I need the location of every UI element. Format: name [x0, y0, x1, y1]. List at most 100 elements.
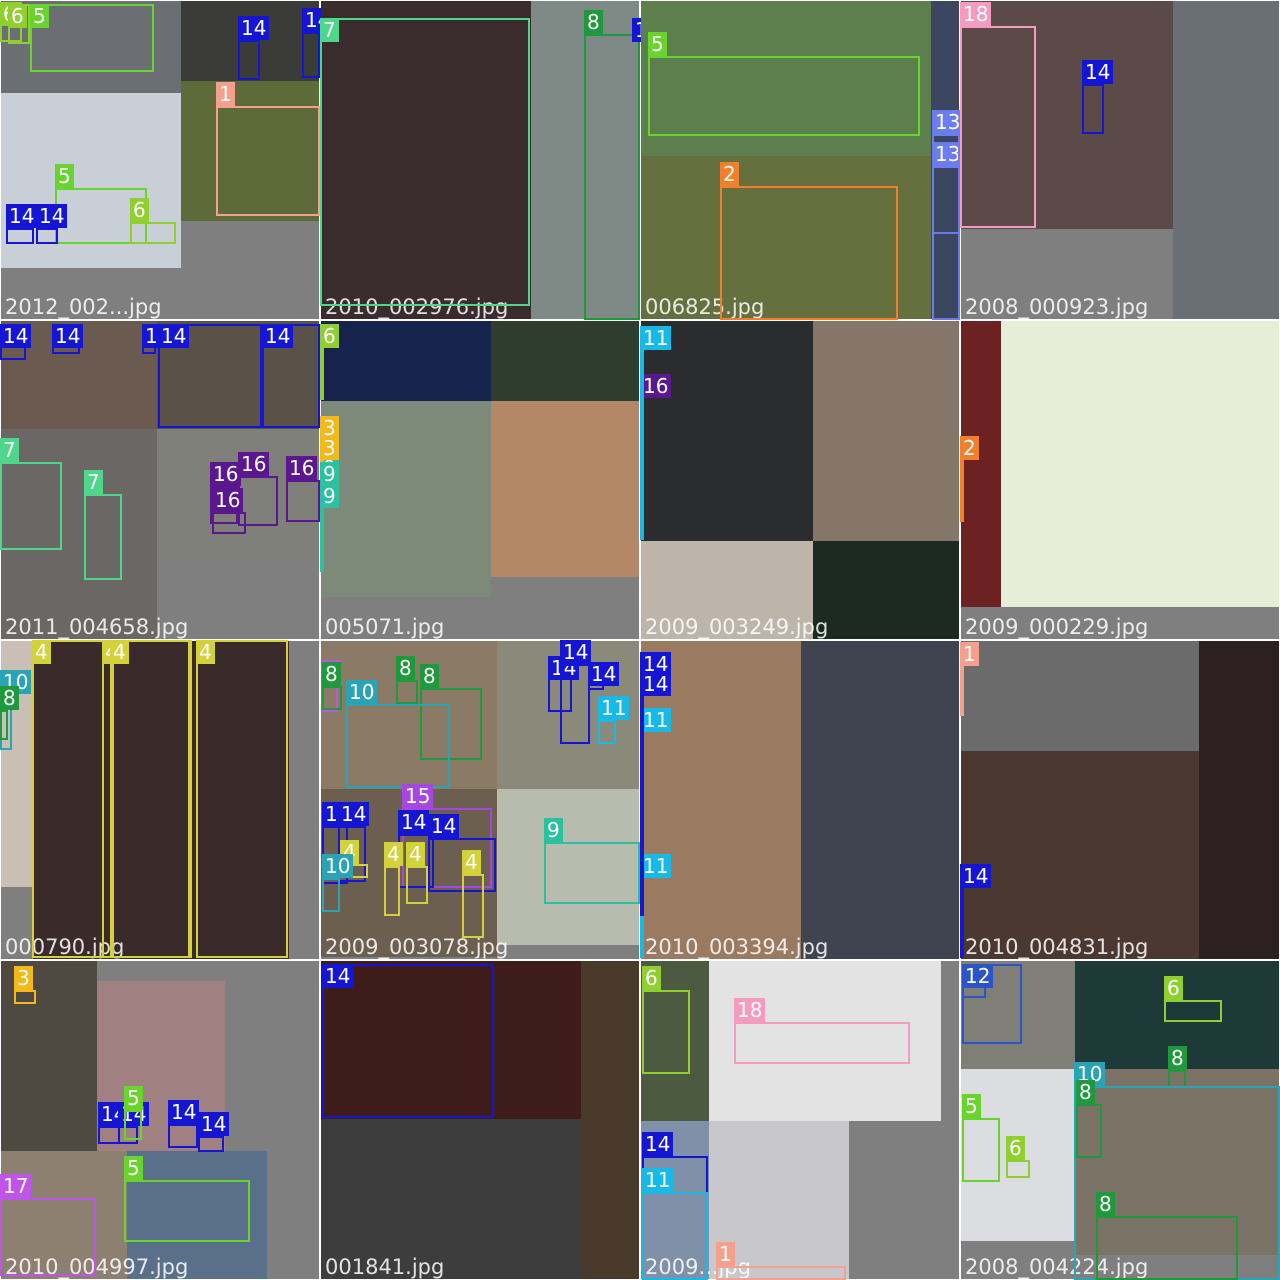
tile-filename: 2008_000923.jpg — [965, 295, 1149, 319]
detection-box: 14 — [322, 964, 494, 1118]
tile-filename: 2009_003249.jpg — [645, 615, 829, 639]
detection-box: 4 — [406, 842, 428, 904]
photo-patch — [1, 961, 97, 1151]
class-label: 16 — [210, 462, 242, 486]
class-label: 18 — [734, 998, 766, 1022]
class-label: 14 — [238, 16, 270, 40]
detection-box: 11 — [642, 1168, 708, 1280]
photo-patch — [1001, 321, 1279, 607]
class-label: 4 — [196, 640, 215, 664]
class-label: 1 — [716, 1242, 735, 1266]
detection-box: 1 — [216, 82, 320, 216]
photo-patch — [813, 541, 959, 639]
class-label: 17 — [0, 1174, 32, 1198]
photo-patch — [581, 961, 639, 1279]
detection-box: 16 — [286, 456, 320, 522]
detection-box: 14 — [560, 640, 592, 744]
class-label: 16 — [238, 452, 270, 476]
class-label: 14 — [262, 324, 294, 348]
class-label: 8 — [396, 656, 415, 680]
detection-box: 14 — [588, 662, 620, 690]
photo-patch — [641, 1, 931, 156]
class-label: 13 — [932, 110, 964, 134]
class-label: 3 — [14, 966, 33, 990]
detection-box: 16 — [238, 452, 278, 526]
class-label: 11 — [640, 708, 672, 732]
class-label: 14 — [168, 1100, 200, 1124]
detection-box: 16 — [212, 488, 246, 534]
class-label: 14 — [960, 864, 992, 888]
detection-box: 6 — [130, 198, 176, 244]
detection-box: 14 — [262, 324, 320, 428]
class-label: 14 — [0, 324, 32, 348]
tile-filename: 2009_000229.jpg — [965, 615, 1149, 639]
photo-patch — [961, 321, 1001, 607]
class-label: 11 — [642, 1168, 674, 1192]
photo-patch — [1, 1151, 127, 1279]
photo-patch — [801, 641, 959, 959]
class-label: 4 — [32, 640, 51, 664]
photo-patch — [321, 1, 531, 319]
class-label: 14 — [322, 964, 354, 988]
class-label: 14 — [6, 204, 38, 228]
mosaic-tile: 006825.jpg — [641, 1, 959, 319]
detection-box: 7 — [320, 18, 530, 306]
class-label: 14 — [338, 802, 370, 826]
detection-box: 8 — [420, 664, 482, 760]
class-label: 8 — [1096, 1192, 1115, 1216]
detection-box: 15 — [402, 784, 492, 888]
photo-patch — [321, 961, 581, 1119]
photo-patch — [1199, 641, 1279, 959]
detection-box: 6 — [642, 966, 690, 1074]
class-label: 3 — [320, 416, 339, 440]
detection-box: 6 — [8, 4, 30, 44]
tile-filename: 2011_004658.jpg — [5, 615, 189, 639]
photo-patch — [641, 321, 813, 541]
detection-box: 14 — [168, 1100, 200, 1148]
photo-patch — [1, 93, 181, 268]
tile-filename: 2010_002976.jpg — [325, 295, 509, 319]
detection-box: 14 — [36, 204, 68, 244]
detection-box: 8 — [322, 662, 342, 710]
class-label: 6 — [320, 324, 339, 348]
class-label: 10 — [346, 680, 378, 704]
class-label: 14 — [642, 1132, 674, 1156]
class-label: 7 — [320, 18, 339, 42]
detection-box: 14 — [98, 1102, 130, 1144]
mosaic-tile: 2010_003394.jpg — [641, 641, 959, 959]
class-label: 14 — [158, 324, 190, 348]
detection-box: 11 — [598, 696, 630, 744]
class-label: 4 — [110, 640, 129, 664]
mosaic-tile: 2009...jpg — [641, 961, 959, 1279]
mosaic-tile: 2009_000229.jpg — [961, 321, 1279, 639]
photo-patch — [33, 641, 289, 959]
tile-filename: 000790.jpg — [5, 935, 125, 959]
detection-box: 5 — [30, 4, 154, 72]
class-label: 11 — [598, 696, 630, 720]
detection-box: 13 — [932, 110, 964, 234]
detection-box: 14 — [302, 8, 334, 78]
class-label: 11 — [640, 854, 672, 878]
class-label: 9 — [320, 462, 339, 486]
class-label: 2 — [720, 162, 739, 186]
class-label: 14 — [640, 652, 672, 676]
detection-box: 14 — [158, 324, 262, 428]
mosaic-tile: 2012_002...jpg — [1, 1, 319, 319]
class-label: 14 — [640, 672, 672, 696]
detection-box: 4 — [196, 640, 288, 958]
photo-patch — [641, 541, 813, 639]
class-label: 3 — [320, 436, 339, 460]
class-label: 8 — [0, 686, 19, 710]
class-label: 16 — [286, 456, 318, 480]
detection-box: 17 — [0, 1174, 96, 1276]
detection-box: 4 — [384, 842, 403, 916]
detection-box: 8 — [1076, 1080, 1102, 1158]
detection-box: 6 — [1006, 1136, 1030, 1178]
class-label: 5 — [124, 1086, 143, 1110]
detection-box: 14 — [52, 324, 84, 354]
class-label: 14 — [52, 324, 84, 348]
class-label: 7 — [84, 470, 103, 494]
class-label: 6 — [1006, 1136, 1025, 1160]
photo-patch — [491, 321, 639, 401]
